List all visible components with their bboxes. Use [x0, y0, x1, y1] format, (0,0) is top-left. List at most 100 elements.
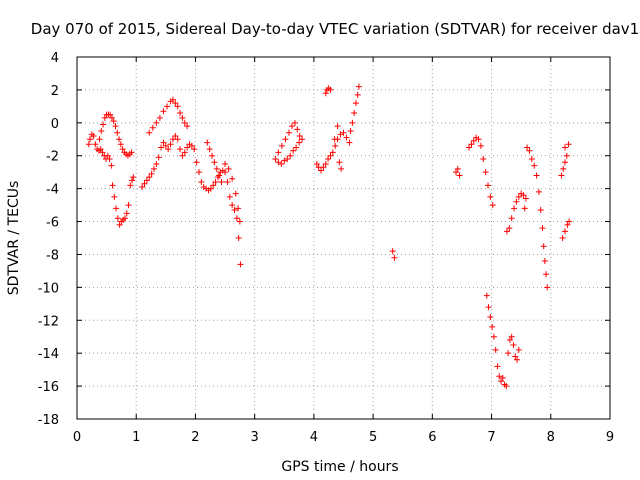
- x-tick-label: 3: [251, 430, 259, 445]
- data-point: [491, 334, 497, 340]
- data-point: [153, 120, 159, 126]
- data-point: [130, 174, 136, 180]
- data-points: [86, 84, 572, 389]
- x-tick-label: 9: [606, 430, 614, 445]
- data-point: [204, 140, 210, 146]
- data-point: [484, 293, 490, 299]
- data-point: [529, 156, 535, 162]
- data-point: [483, 169, 489, 175]
- data-point: [332, 143, 338, 149]
- data-point: [111, 194, 117, 200]
- data-point: [562, 145, 568, 151]
- data-point: [543, 271, 549, 277]
- data-point: [478, 143, 484, 149]
- data-point: [164, 103, 170, 109]
- data-point: [343, 135, 349, 141]
- data-point: [108, 163, 114, 169]
- y-tick-label: -8: [46, 248, 59, 263]
- data-point: [146, 130, 152, 136]
- data-point: [539, 225, 545, 231]
- data-point: [272, 156, 278, 162]
- data-point: [544, 284, 550, 290]
- data-point: [279, 143, 285, 149]
- data-point: [457, 172, 463, 178]
- data-point: [289, 123, 295, 129]
- data-point: [292, 120, 298, 126]
- grid-lines: [77, 57, 610, 419]
- y-tick-label: -4: [46, 183, 59, 198]
- x-tick-label: 5: [369, 430, 377, 445]
- data-point: [97, 136, 103, 142]
- data-point: [516, 347, 522, 353]
- data-point: [296, 140, 302, 146]
- x-tick-label: 0: [73, 430, 81, 445]
- data-point: [562, 159, 568, 165]
- x-tick-label: 4: [310, 430, 318, 445]
- y-axis-label: SDTVAR / TECUs: [6, 181, 22, 296]
- x-tick-label: 2: [191, 430, 199, 445]
- data-point: [534, 172, 540, 178]
- data-point: [485, 182, 491, 188]
- data-point: [113, 205, 119, 211]
- data-point: [509, 215, 515, 221]
- data-point: [227, 194, 233, 200]
- y-tick-label: -6: [46, 216, 59, 231]
- data-point: [86, 141, 92, 147]
- data-point: [222, 161, 228, 167]
- data-point: [531, 163, 537, 169]
- data-point: [510, 342, 516, 348]
- data-point: [351, 110, 357, 116]
- x-axis-tick-labels: 0123456789: [73, 430, 614, 445]
- y-tick-label: -16: [38, 380, 59, 395]
- data-point: [234, 215, 240, 221]
- chart-title: Day 070 of 2015, Sidereal Day-to-day VTE…: [31, 20, 639, 38]
- data-point: [214, 166, 220, 172]
- data-point: [560, 166, 566, 172]
- data-point: [177, 146, 183, 152]
- data-point: [480, 156, 486, 162]
- x-tick-label: 6: [428, 430, 436, 445]
- data-point: [542, 258, 548, 264]
- data-point: [290, 148, 296, 154]
- data-point: [219, 179, 225, 185]
- data-point: [236, 235, 242, 241]
- x-axis-label: GPS time / hours: [281, 459, 398, 475]
- data-point: [346, 140, 352, 146]
- data-point: [156, 154, 162, 160]
- data-point: [541, 243, 547, 249]
- plot-frame: [77, 57, 610, 419]
- data-point: [390, 248, 396, 254]
- data-point: [115, 215, 121, 221]
- data-point: [150, 125, 156, 131]
- data-point: [98, 128, 104, 134]
- data-point: [336, 159, 342, 165]
- data-point: [564, 153, 570, 159]
- y-tick-label: -10: [38, 281, 59, 296]
- data-point: [487, 314, 493, 320]
- y-tick-label: -12: [38, 314, 59, 329]
- data-point: [335, 123, 341, 129]
- data-point: [293, 145, 299, 151]
- y-tick-label: -2: [46, 150, 59, 165]
- x-tick-label: 7: [487, 430, 495, 445]
- data-point: [494, 363, 500, 369]
- data-point: [294, 126, 300, 132]
- data-point: [207, 146, 213, 152]
- data-point: [391, 255, 397, 261]
- data-point: [160, 108, 166, 114]
- data-point: [209, 153, 215, 159]
- data-point: [490, 202, 496, 208]
- data-point: [226, 166, 232, 172]
- data-point: [353, 100, 359, 106]
- data-point: [511, 205, 517, 211]
- data-point: [282, 136, 288, 142]
- data-point: [194, 159, 200, 165]
- data-point: [211, 159, 217, 165]
- data-point: [486, 304, 492, 310]
- data-point: [332, 136, 338, 142]
- data-point: [349, 120, 355, 126]
- data-point: [157, 115, 163, 121]
- data-point: [505, 350, 511, 356]
- x-tick-label: 8: [547, 430, 555, 445]
- y-tick-label: -14: [38, 347, 59, 362]
